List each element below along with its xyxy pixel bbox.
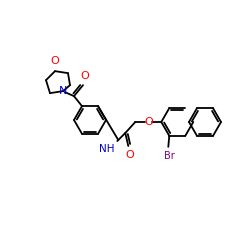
Text: O: O bbox=[80, 71, 90, 81]
Text: O: O bbox=[50, 56, 59, 66]
Text: NH: NH bbox=[99, 144, 114, 154]
Text: N: N bbox=[59, 86, 67, 96]
Text: O: O bbox=[125, 150, 134, 160]
Text: Br: Br bbox=[164, 151, 175, 161]
Text: O: O bbox=[144, 117, 153, 127]
